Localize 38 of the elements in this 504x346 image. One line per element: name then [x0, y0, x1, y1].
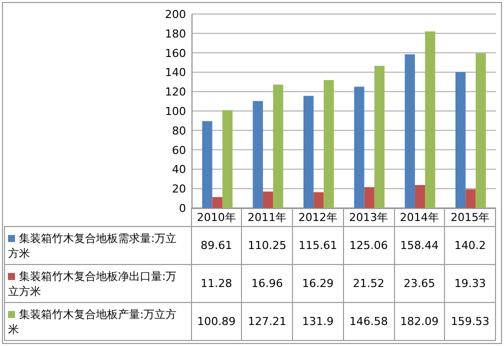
- y-tick-label: 100: [165, 105, 186, 118]
- data-label: 182.09: [394, 302, 445, 340]
- x-tick-label: 2011年: [242, 208, 292, 226]
- y-tick-label: 180: [165, 27, 186, 40]
- x-tick-label: 2014年: [394, 208, 445, 226]
- y-tick-label: 0: [179, 202, 186, 215]
- legend-label: 集装箱竹木复合地板净出口量:万立方米: [8, 270, 177, 298]
- data-label: 19.33: [444, 264, 496, 302]
- x-tick-label: 2010年: [191, 208, 242, 226]
- data-label: 23.65: [394, 264, 445, 302]
- y-tick-label: 20: [172, 182, 186, 196]
- data-label: 16.96: [242, 264, 292, 302]
- y-tick-label: 140: [165, 66, 186, 80]
- data-label: 21.52: [343, 264, 394, 302]
- data-label: 158.44: [394, 226, 445, 264]
- data-label: 140.2: [444, 226, 496, 264]
- legend-label: 集装箱竹木复合地板需求量:万立方米: [8, 232, 177, 260]
- data-label: 127.21: [242, 302, 292, 340]
- data-label: 89.61: [191, 226, 242, 264]
- data-label: 131.9: [292, 302, 344, 340]
- x-tick-label: 2013年: [343, 208, 394, 226]
- x-tick-label: 2012年: [292, 208, 344, 226]
- data-label: 11.28: [191, 264, 242, 302]
- data-label: 159.53: [444, 302, 496, 340]
- data-label: 100.89: [191, 302, 242, 340]
- data-label: 115.61: [292, 226, 344, 264]
- y-tick-label: 60: [172, 144, 186, 157]
- y-tick-label: 200: [165, 8, 186, 21]
- x-tick-label: 2015年: [444, 208, 496, 226]
- y-tick-label: 120: [165, 86, 186, 99]
- data-label: 16.29: [292, 264, 344, 302]
- y-tick-label: 160: [165, 46, 186, 60]
- y-tick-label: 80: [172, 124, 186, 138]
- data-label: 110.25: [242, 226, 292, 264]
- data-label: 146.58: [343, 302, 394, 340]
- legend-label: 集装箱竹木复合地板产量:万立方米: [8, 308, 177, 336]
- data-label: 125.06: [343, 226, 394, 264]
- y-tick-label: 40: [172, 163, 186, 176]
